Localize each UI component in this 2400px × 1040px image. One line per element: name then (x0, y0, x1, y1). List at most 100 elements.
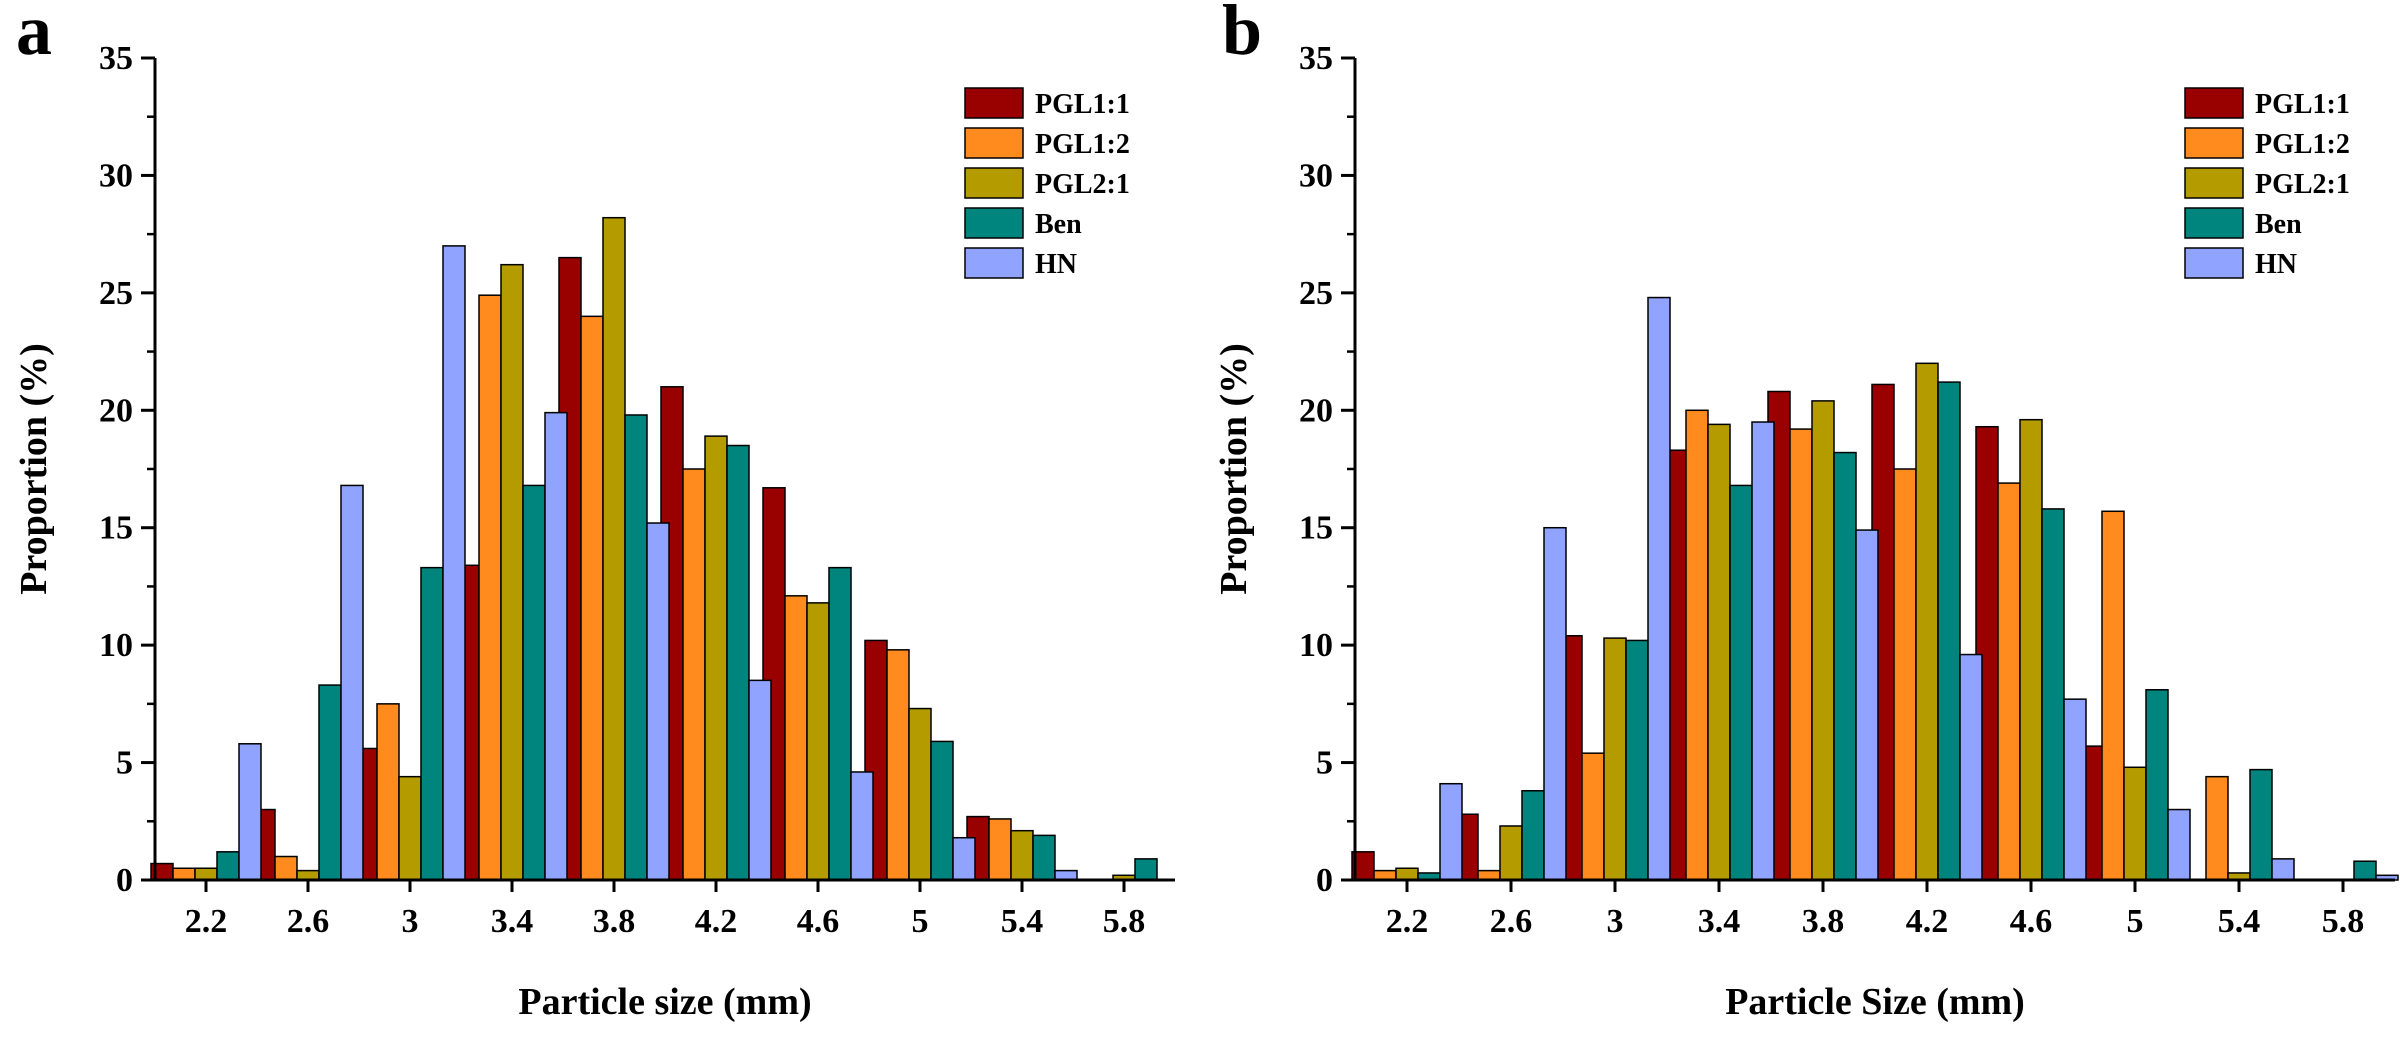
x-tick-label: 3 (1607, 903, 1624, 940)
legend-swatch-hn (964, 247, 1024, 279)
panel-label-a: a (16, 0, 52, 70)
y-tick-label: 25 (99, 275, 133, 312)
legend-label-pgl1-2: PGL1:2 (1035, 129, 1130, 160)
bar-pgl1-2-4.6 (1997, 482, 2021, 881)
bar-ben-5.8 (1134, 858, 1158, 881)
x-tick-label: 2.2 (1386, 903, 1429, 940)
bar-pgl2-1-2.2 (1395, 867, 1419, 881)
bar-pgl2-1-2.2 (194, 867, 218, 881)
bar-hn-3.8 (1855, 529, 1879, 881)
bar-pgl1-2-5 (2101, 510, 2125, 881)
x-tick-label: 3.4 (491, 903, 534, 940)
x-tick-label: 5 (912, 903, 929, 940)
bar-hn-2.2 (238, 743, 262, 881)
bar-ben-4.6 (828, 566, 852, 881)
bar-ben-5 (2145, 689, 2169, 881)
chart-b-bars (1351, 296, 2399, 881)
bar-hn-3.4 (1751, 421, 1775, 881)
chart-panel-b: 0 5 10 15 20 25 30 35 2.2 2.6 3 3.4 3.8 4.2 4.6 5 5.4 5.8… (1200, 0, 2400, 1040)
bar-pgl1-2-3.4 (1685, 409, 1709, 881)
legend-label-pgl1-1: PGL1:1 (2255, 89, 2350, 120)
chart-b-x-axis-label: Particle Size (mm) (1725, 981, 2025, 1023)
x-tick-label: 5.8 (2322, 903, 2365, 940)
bar-pgl2-1-3.8 (602, 216, 626, 881)
bar-hn-3.8 (646, 522, 670, 881)
legend-label-pgl2-1: PGL2:1 (2255, 169, 2350, 200)
bar-pgl1-2-5 (886, 649, 910, 881)
bar-pgl1-2-3 (376, 703, 400, 881)
x-tick-label: 5.8 (1103, 903, 1146, 940)
bar-ben-2.6 (318, 684, 342, 881)
bar-pgl1-2-3.4 (478, 294, 502, 881)
bar-ben-5.4 (1032, 834, 1056, 881)
legend-swatch-pgl2-1 (964, 167, 1024, 199)
bar-hn-4.2 (748, 679, 772, 881)
x-tick-label: 4.2 (1906, 903, 1949, 940)
bar-pgl1-2-2.6 (274, 855, 298, 881)
bar-ben-4.6 (2041, 508, 2065, 881)
bar-ben-5.4 (2249, 768, 2273, 881)
bar-hn-4.6 (2063, 698, 2087, 881)
legend-swatch-hn (2184, 247, 2244, 279)
y-tick-label: 20 (99, 392, 133, 429)
bar-hn-2.2 (1439, 782, 1463, 881)
bar-ben-2.2 (216, 851, 240, 881)
chart-a-y-ticks: 0 5 10 15 20 25 30 35 (99, 40, 155, 899)
bar-ben-2.6 (1521, 790, 1545, 881)
bar-pgl2-1-4.2 (1915, 362, 1939, 881)
bar-pgl2-1-5.4 (1010, 829, 1034, 881)
bar-hn-4.2 (1959, 653, 1983, 881)
x-tick-label: 5.4 (1001, 903, 1044, 940)
panel-label-b: b (1222, 0, 1263, 70)
bar-pgl1-2-3.8 (1789, 428, 1813, 881)
y-tick-label: 5 (1316, 745, 1333, 782)
bar-ben-4.2 (726, 444, 750, 881)
legend-label-pgl2-1: PGL2:1 (1035, 169, 1130, 200)
y-tick-label: 35 (99, 40, 133, 77)
bar-pgl1-2-4.2 (682, 468, 706, 881)
x-tick-label: 2.6 (1490, 903, 1533, 940)
chart-panel-a: 0 5 10 15 20 25 30 35 2.2 2.6 3 3.4 3.8 4.2 4.6 5 5.4 5.8… (13, 0, 1175, 1023)
bar-hn-3.4 (544, 411, 568, 881)
x-tick-label: 3.8 (593, 903, 636, 940)
bar-pgl2-1-2.6 (1499, 825, 1523, 881)
legend-label-hn: HN (2255, 249, 2297, 280)
bar-ben-5 (930, 740, 954, 881)
chart-a-legend: PGL1:1 PGL1:2 PGL2:1 Ben HN (964, 87, 1130, 280)
y-tick-label: 15 (99, 510, 133, 547)
bar-ben-5.8 (2353, 860, 2377, 881)
legend-swatch-pgl2-1 (2184, 167, 2244, 199)
bar-ben-3 (420, 566, 444, 881)
bar-pgl1-2-5.4 (2205, 775, 2229, 881)
legend-swatch-pgl1-1 (964, 87, 1024, 119)
chart-b-y-axis-label: Proportion (%) (1213, 343, 1255, 595)
y-tick-label: 0 (116, 862, 133, 899)
x-tick-label: 3.8 (1802, 903, 1845, 940)
bar-pgl1-2-3.8 (580, 315, 604, 881)
legend-swatch-pgl1-2 (2184, 127, 2244, 159)
chart-b-x-ticks: 2.2 2.6 3 3.4 3.8 4.2 4.6 5 5.4 5.8 (1386, 880, 2365, 940)
y-tick-label: 25 (1299, 275, 1333, 312)
bar-pgl2-1-3.4 (1707, 423, 1731, 881)
y-tick-label: 0 (1316, 862, 1333, 899)
chart-a-bars (150, 216, 1158, 881)
chart-a-y-axis-label: Proportion (%) (13, 343, 55, 595)
legend-swatch-pgl1-2 (964, 127, 1024, 159)
bar-pgl2-1-4.6 (2019, 418, 2043, 881)
bar-pgl1-2-3 (1581, 752, 1605, 881)
x-tick-label: 2.2 (185, 903, 228, 940)
legend-label-hn: HN (1035, 249, 1077, 280)
legend-swatch-ben (964, 207, 1024, 239)
y-tick-label: 35 (1299, 40, 1333, 77)
y-tick-label: 20 (1299, 392, 1333, 429)
bar-ben-3.8 (1833, 451, 1857, 881)
legend-label-pgl1-1: PGL1:1 (1035, 89, 1130, 120)
bar-pgl2-1-5 (2123, 766, 2147, 881)
bar-hn-2.6 (1543, 526, 1567, 881)
bar-pgl1-2-2.2 (172, 867, 196, 881)
chart-svg-b: 0 5 10 15 20 25 30 35 2.2 2.6 3 3.4 3.8 4.2 4.6 5 5.4 5.8… (1213, 40, 2399, 1023)
x-tick-label: 3 (402, 903, 419, 940)
x-tick-label: 4.6 (797, 903, 840, 940)
bar-hn-3 (442, 245, 466, 881)
x-tick-label: 4.2 (695, 903, 738, 940)
